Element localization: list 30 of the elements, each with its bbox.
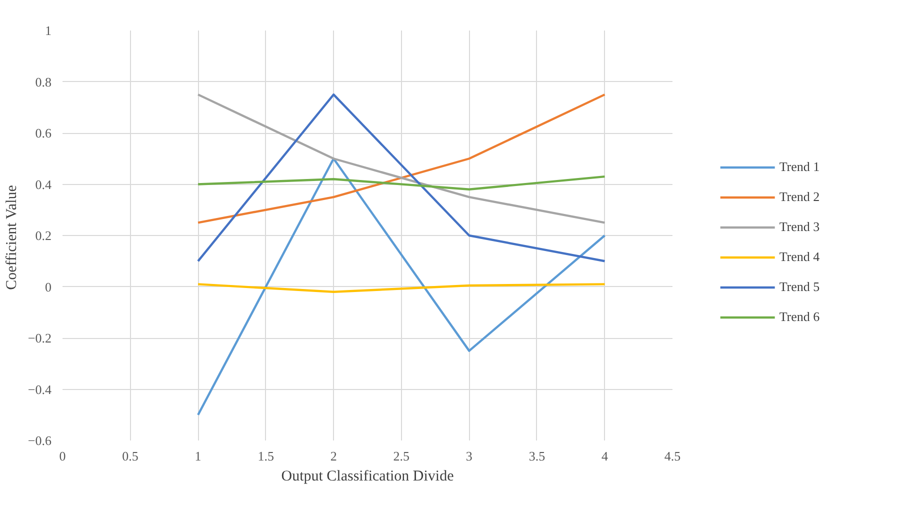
y-axis-title: Coefficient Value bbox=[4, 184, 20, 290]
legend-label: Trend 6 bbox=[779, 308, 820, 324]
x-tick-label: 2 bbox=[330, 448, 337, 464]
x-tick-label: 3 bbox=[466, 448, 472, 464]
y-tick-label: 0.2 bbox=[35, 228, 52, 243]
x-tick-label: 4.5 bbox=[664, 448, 681, 464]
y-tick-label: 0.4 bbox=[35, 176, 52, 192]
x-axis-title: Output Classification Divide bbox=[281, 468, 454, 484]
x-tick-label: 0 bbox=[59, 448, 66, 464]
x-tick-label: 1 bbox=[194, 448, 202, 464]
y-tick-label: 0 bbox=[45, 279, 52, 294]
line-series bbox=[196, 158, 606, 416]
legend-label: Trend 2 bbox=[779, 188, 820, 204]
x-tick-label: 3.5 bbox=[528, 448, 546, 464]
y-tick-label: −0.4 bbox=[28, 382, 52, 397]
x-tick-label: 1.5 bbox=[258, 448, 274, 464]
y-tick-label: −0.6 bbox=[28, 433, 52, 448]
x-tick-label: 2.5 bbox=[393, 448, 410, 464]
y-tick-label: 1 bbox=[45, 23, 52, 38]
legend-label: Trend 3 bbox=[779, 218, 820, 234]
legend-label: Trend 5 bbox=[779, 278, 820, 294]
y-tick-label: 0.6 bbox=[35, 126, 52, 140]
y-tick-label: 0.8 bbox=[35, 74, 52, 90]
legend-label: Trend 4 bbox=[779, 248, 820, 264]
legend-label: Trend 1 bbox=[779, 158, 820, 174]
y-tick-label: −0.2 bbox=[28, 330, 52, 346]
line-series bbox=[196, 175, 606, 190]
line-series bbox=[196, 93, 606, 224]
x-tick-label: 0.5 bbox=[122, 448, 138, 464]
x-tick-label: 4 bbox=[601, 448, 608, 464]
